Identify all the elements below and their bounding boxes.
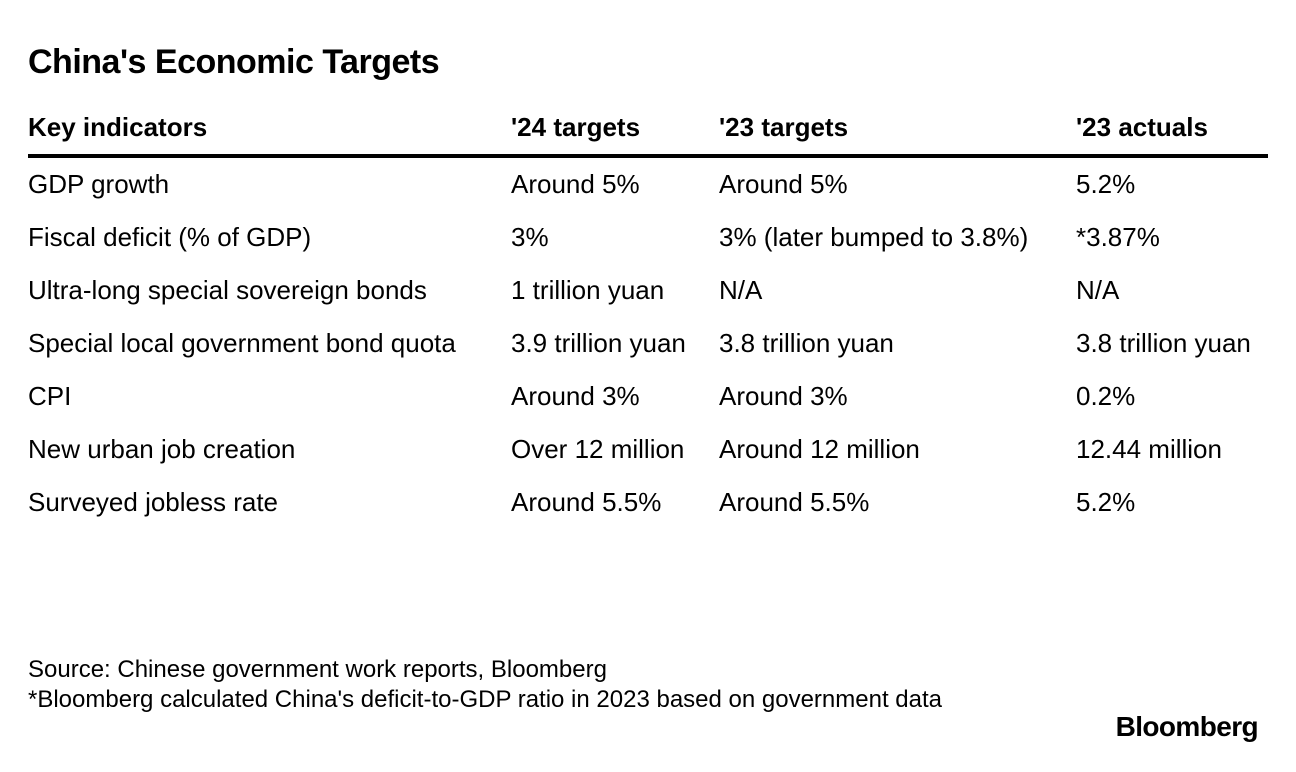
source-note: Source: Chinese government work reports,…: [28, 656, 607, 683]
economic-targets-table: Key indicators '24 targets '23 targets '…: [28, 100, 1268, 530]
target-24-cell: 3.9 trillion yuan: [511, 328, 686, 358]
actual-23-cell: 3.8 trillion yuan: [1076, 328, 1251, 358]
table-row: Surveyed jobless rate Around 5.5% Around…: [28, 477, 1268, 530]
chart-title: China's Economic Targets: [28, 43, 440, 81]
table-row: Special local government bond quota 3.9 …: [28, 318, 1268, 371]
target-23-cell: 3.8 trillion yuan: [719, 328, 894, 358]
target-23-cell: Around 3%: [719, 381, 848, 411]
target-23-cell: 3% (later bumped to 3.8%): [719, 222, 1029, 252]
target-24-cell: Over 12 million: [511, 434, 685, 464]
actual-23-cell: 0.2%: [1076, 381, 1136, 411]
column-header-24-targets: '24 targets: [511, 100, 719, 158]
target-24-cell: 1 trillion yuan: [511, 275, 665, 305]
indicator-cell: Fiscal deficit (% of GDP): [28, 222, 312, 252]
target-24-cell: 3%: [511, 222, 549, 252]
indicator-cell: Ultra-long special sovereign bonds: [28, 275, 427, 305]
footnotes: Source: Chinese government work reports,…: [28, 655, 1038, 715]
target-24-cell: Around 5.5%: [511, 487, 662, 517]
indicator-cell: Surveyed jobless rate: [28, 487, 279, 517]
table-body: GDP growth Around 5% Around 5% 5.2% Fisc…: [28, 156, 1268, 530]
actual-23-cell: 5.2%: [1076, 487, 1136, 517]
target-23-cell: Around 5%: [719, 169, 848, 199]
indicator-cell: GDP growth: [28, 169, 170, 199]
target-24-cell: Around 5%: [511, 169, 640, 199]
actual-23-cell: 5.2%: [1076, 169, 1136, 199]
column-header-key-indicators: Key indicators: [28, 100, 511, 158]
header-row: Key indicators '24 targets '23 targets '…: [28, 100, 1268, 158]
actual-23-cell: N/A: [1076, 275, 1120, 305]
actual-23-cell: 12.44 million: [1076, 434, 1222, 464]
indicator-cell: CPI: [28, 381, 72, 411]
target-23-cell: Around 12 million: [719, 434, 920, 464]
indicator-cell: Special local government bond quota: [28, 328, 456, 358]
target-23-cell: N/A: [719, 275, 763, 305]
target-24-cell: Around 3%: [511, 381, 640, 411]
table-row: GDP growth Around 5% Around 5% 5.2%: [28, 156, 1268, 212]
deficit-footnote: *Bloomberg calculated China's deficit-to…: [28, 686, 943, 713]
table-row: Ultra-long special sovereign bonds 1 tri…: [28, 265, 1268, 318]
table-row: CPI Around 3% Around 3% 0.2%: [28, 371, 1268, 424]
column-header-23-actuals: '23 actuals: [1076, 100, 1268, 158]
target-23-cell: Around 5.5%: [719, 487, 870, 517]
indicator-cell: New urban job creation: [28, 434, 296, 464]
bloomberg-logo: Bloomberg: [1115, 711, 1259, 742]
column-header-23-targets: '23 targets: [719, 100, 1076, 158]
table-row: New urban job creation Over 12 million A…: [28, 424, 1268, 477]
actual-23-cell: *3.87%: [1076, 222, 1160, 252]
table-row: Fiscal deficit (% of GDP) 3% 3% (later b…: [28, 212, 1268, 265]
table-header: Key indicators '24 targets '23 targets '…: [28, 100, 1268, 158]
